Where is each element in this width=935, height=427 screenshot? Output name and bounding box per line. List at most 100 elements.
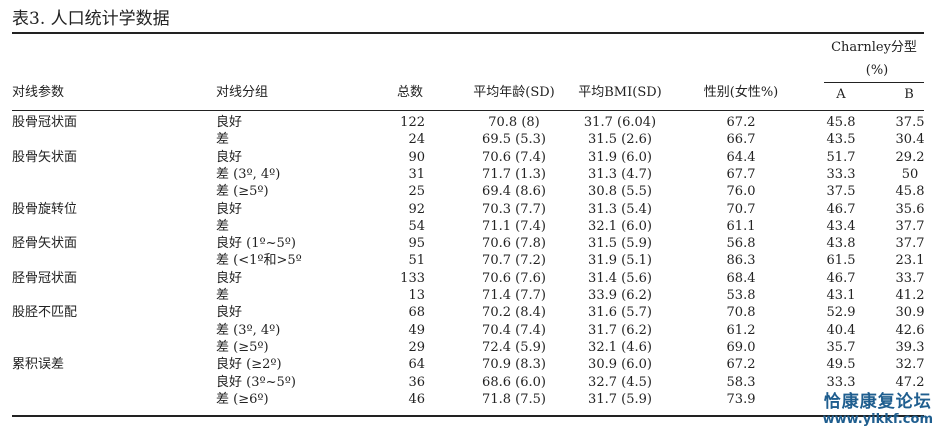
cell-b: 29.2 — [895, 150, 925, 165]
charnley-group-rule — [824, 82, 924, 83]
cell-b: 32.7 — [895, 357, 925, 372]
top-rule — [12, 32, 924, 34]
cell-b: 37.7 — [895, 219, 925, 234]
cell-age: 71.1 (7.4) — [482, 219, 546, 234]
cell-bmi: 30.9 (6.0) — [588, 357, 652, 372]
watermark-url: www.yikkf.com — [822, 412, 933, 427]
cell-age: 69.4 (8.6) — [482, 184, 546, 199]
header-rule — [12, 110, 924, 111]
cell-b: 33.7 — [895, 271, 925, 286]
cell-group: 差 (≥6º) — [216, 392, 269, 407]
cell-total: 36 — [408, 375, 425, 390]
cell-total: 25 — [408, 184, 425, 199]
header-charnley: Charnley分型 — [831, 40, 917, 55]
cell-sex: 76.0 — [726, 184, 756, 199]
cell-sex: 61.2 — [726, 323, 756, 338]
cell-age: 70.6 (7.6) — [482, 271, 546, 286]
cell-bmi: 32.7 (4.5) — [588, 375, 652, 390]
watermark-title: 恰康康复论坛 — [823, 392, 932, 412]
cell-total: 46 — [408, 392, 425, 407]
cell-b: 30.4 — [895, 132, 925, 147]
cell-bmi: 31.5 (2.6) — [588, 132, 652, 147]
cell-param: 股骨冠状面 — [12, 115, 78, 130]
cell-sex: 56.8 — [726, 236, 756, 251]
cell-group: 良好 — [216, 115, 243, 130]
cell-a: 43.1 — [826, 288, 856, 303]
cell-total: 51 — [408, 253, 425, 268]
cell-a: 46.7 — [826, 202, 856, 217]
cell-group: 良好 — [216, 271, 243, 286]
header-total: 总数 — [396, 85, 424, 100]
cell-b: 47.2 — [895, 375, 925, 390]
cell-group: 差 (3º, 4º) — [216, 167, 281, 182]
cell-param: 股骨矢状面 — [12, 150, 78, 165]
cell-sex: 73.9 — [726, 392, 756, 407]
table-title: 表3. 人口统计学数据 — [12, 9, 170, 29]
cell-a: 43.8 — [826, 236, 856, 251]
watermark: 恰康康复论坛 www.yikkf.com — [823, 392, 933, 427]
cell-a: 49.5 — [826, 357, 856, 372]
cell-total: 31 — [408, 167, 425, 182]
cell-a: 61.5 — [826, 253, 856, 268]
cell-group: 良好 (1º~5º) — [216, 236, 296, 251]
header-a: A — [836, 87, 846, 102]
cell-a: 33.3 — [826, 375, 856, 390]
cell-bmi: 32.1 (4.6) — [588, 340, 652, 355]
cell-group: 良好 — [216, 150, 243, 165]
cell-bmi: 31.5 (5.9) — [588, 236, 652, 251]
cell-b: 50 — [901, 167, 919, 182]
cell-age: 72.4 (5.9) — [482, 340, 546, 355]
cell-group: 差 — [216, 219, 230, 234]
cell-sex: 67.7 — [726, 167, 756, 182]
header-charnley-unit: (%) — [865, 63, 889, 78]
cell-a: 46.7 — [826, 271, 856, 286]
cell-age: 71.7 (1.3) — [482, 167, 546, 182]
cell-sex: 86.3 — [726, 253, 756, 268]
cell-param: 股胫不匹配 — [12, 305, 78, 320]
cell-sex: 70.7 — [726, 202, 756, 217]
cell-param: 胫骨冠状面 — [12, 271, 78, 286]
cell-param: 胫骨矢状面 — [12, 236, 78, 251]
cell-group: 良好 — [216, 305, 243, 320]
cell-total: 68 — [408, 305, 425, 320]
cell-a: 40.4 — [826, 323, 856, 338]
cell-total: 13 — [408, 288, 425, 303]
cell-sex: 68.4 — [726, 271, 756, 286]
cell-a: 35.7 — [826, 340, 856, 355]
cell-total: 122 — [400, 115, 425, 130]
cell-total: 29 — [408, 340, 425, 355]
cell-group: 良好 (≥2º) — [216, 357, 282, 372]
cell-group: 差 (≥5º) — [216, 340, 269, 355]
cell-age: 70.6 (7.8) — [482, 236, 546, 251]
cell-bmi: 30.8 (5.5) — [588, 184, 652, 199]
cell-sex: 67.2 — [726, 115, 756, 130]
cell-sex: 53.8 — [726, 288, 756, 303]
cell-sex: 69.0 — [726, 340, 756, 355]
cell-b: 45.8 — [895, 184, 925, 199]
cell-sex: 61.1 — [726, 219, 756, 234]
cell-age: 70.9 (8.3) — [482, 357, 546, 372]
cell-age: 71.4 (7.7) — [482, 288, 546, 303]
cell-group: 差 (≥5º) — [216, 184, 269, 199]
cell-sex: 67.2 — [726, 357, 756, 372]
cell-total: 95 — [408, 236, 425, 251]
cell-age: 70.2 (8.4) — [482, 305, 546, 320]
cell-bmi: 31.4 (5.6) — [588, 271, 652, 286]
cell-total: 49 — [408, 323, 425, 338]
cell-a: 52.9 — [826, 305, 856, 320]
cell-b: 39.3 — [895, 340, 925, 355]
cell-a: 37.5 — [826, 184, 856, 199]
cell-group: 差 (3º, 4º) — [216, 323, 281, 338]
cell-b: 41.2 — [895, 288, 925, 303]
cell-group: 良好 (3º~5º) — [216, 375, 296, 390]
cell-bmi: 31.7 (6.2) — [588, 323, 652, 338]
cell-a: 33.3 — [826, 167, 856, 182]
cell-sex: 58.3 — [726, 375, 756, 390]
cell-age: 70.7 (7.2) — [482, 253, 546, 268]
cell-b: 30.9 — [895, 305, 925, 320]
cell-bmi: 32.1 (6.0) — [588, 219, 652, 234]
bottom-rule — [12, 415, 924, 417]
header-b: B — [904, 87, 914, 102]
cell-age: 70.8 (8) — [488, 115, 540, 130]
cell-sex: 66.7 — [726, 132, 756, 147]
